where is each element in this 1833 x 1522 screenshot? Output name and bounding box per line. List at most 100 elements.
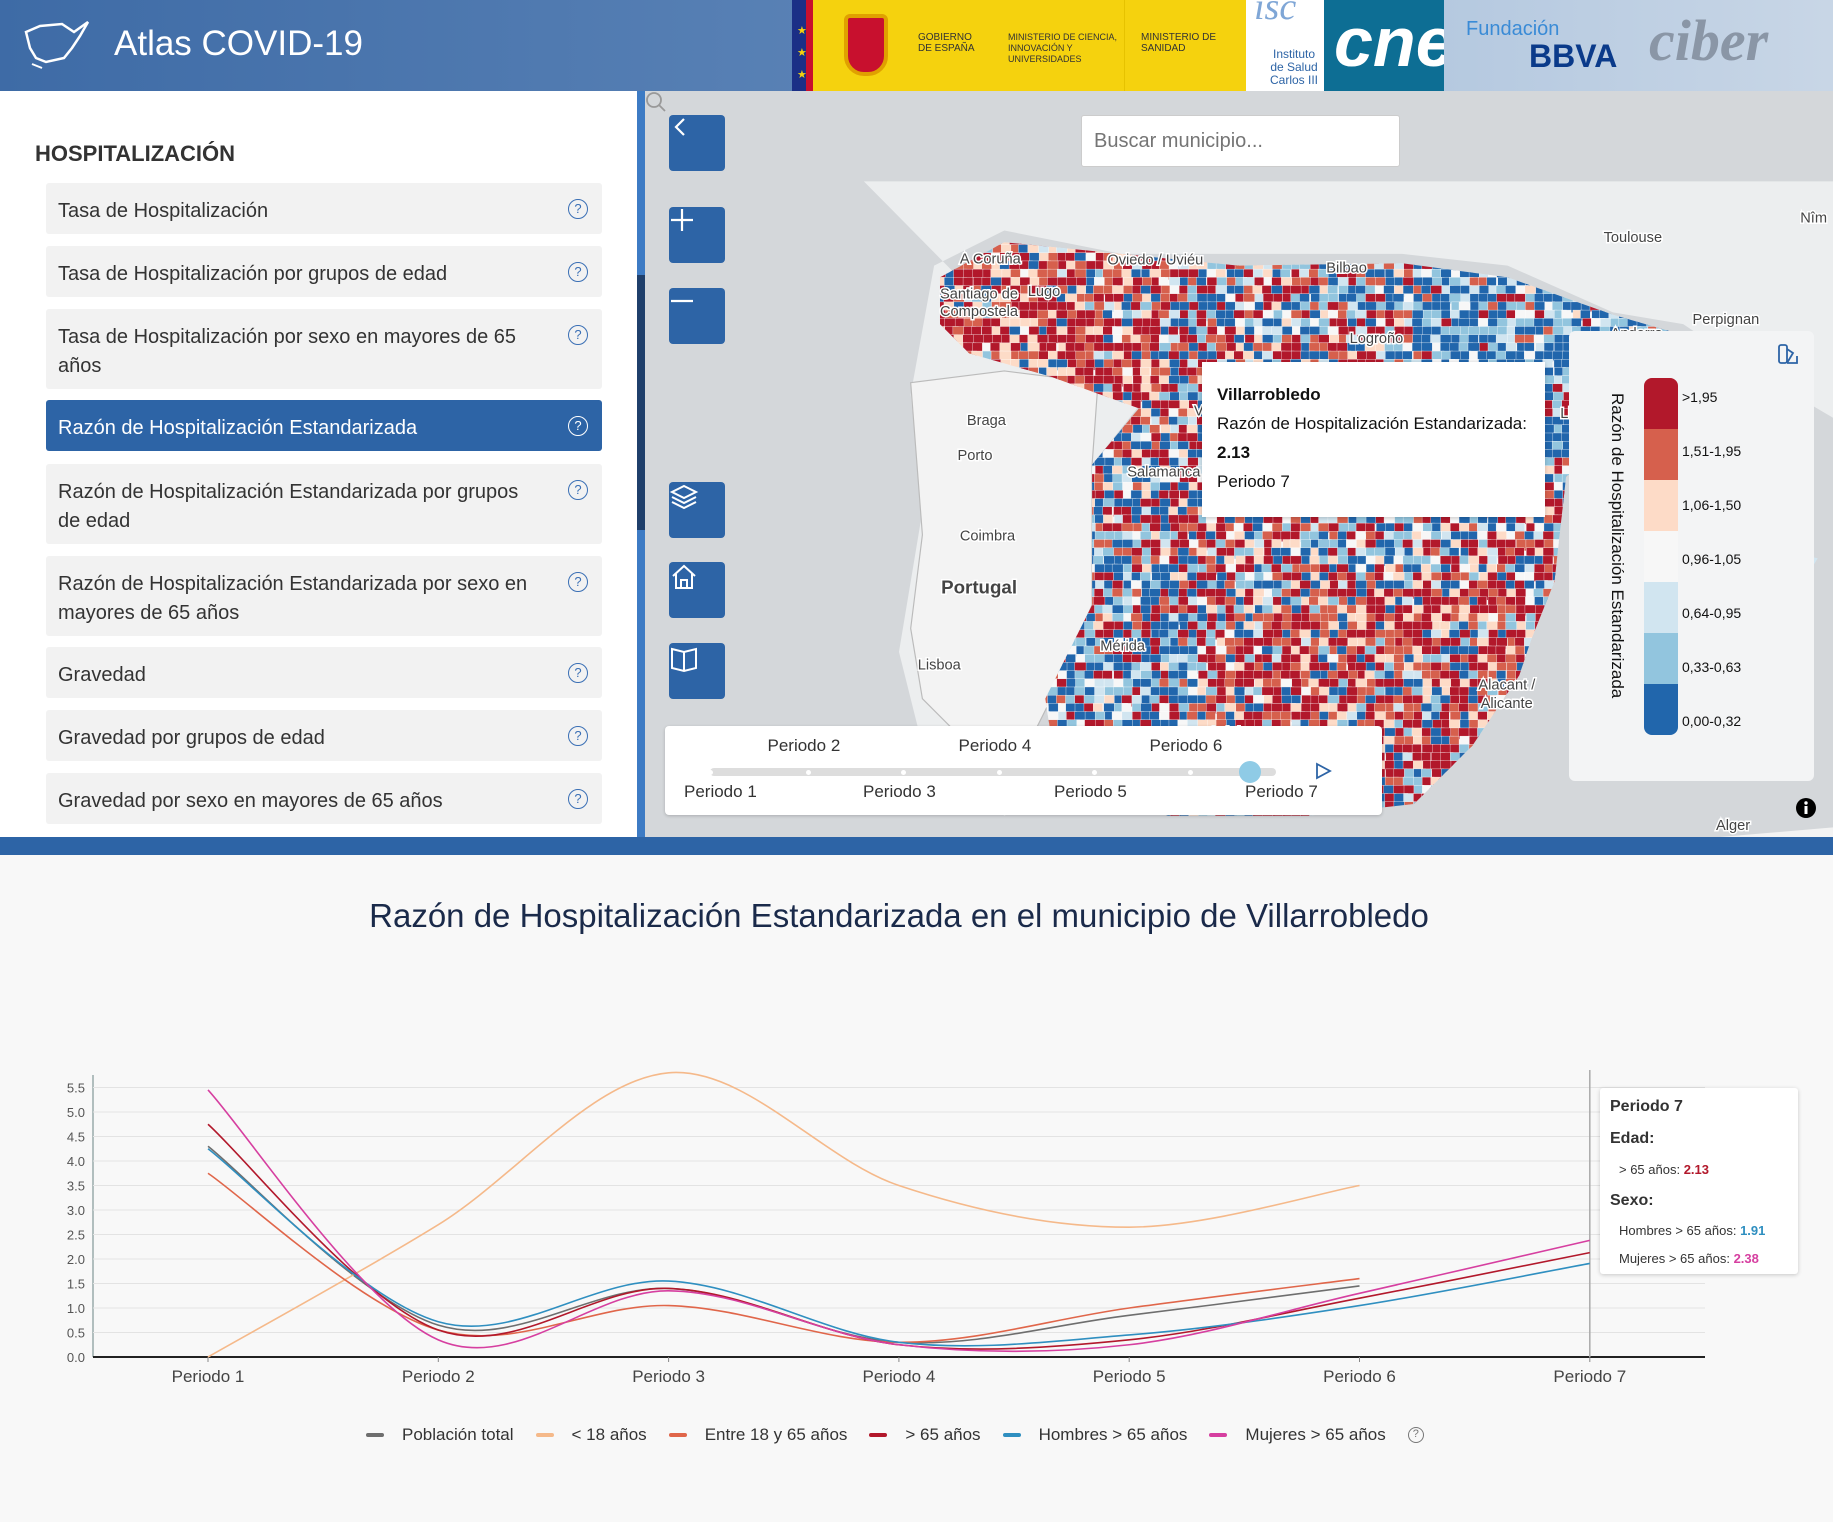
sidebar-item[interactable]: Tasa de Hospitalización? (46, 183, 602, 234)
play-icon[interactable] (1313, 761, 1333, 781)
section-divider (0, 837, 1833, 855)
legend-swatch (1644, 531, 1678, 582)
sidebar-item[interactable]: Tasa de Hospitalización por grupos de ed… (46, 246, 602, 297)
timeline-tick[interactable] (708, 770, 713, 775)
map-view[interactable]: A Coruña Santiago de Compostela Lugo Oviedo … (645, 91, 1833, 837)
help-icon[interactable]: ? (568, 726, 588, 746)
timeline-period-label[interactable]: Periodo 4 (958, 736, 1032, 755)
timeline-period-label[interactable]: Periodo 6 (1149, 736, 1223, 755)
sidebar-item[interactable]: Razón de Hospitalización Estandarizada p… (46, 464, 602, 544)
place-label: A Coruña (960, 251, 1022, 267)
period-timeline[interactable]: Periodo 1 Periodo 2 Periodo 3 Periodo 4 Peri… (665, 726, 1382, 815)
label: Hombres > 65 años: (1619, 1223, 1737, 1238)
y-tick-label: 2.0 (67, 1252, 85, 1267)
place-label: Oviedo / Uviéu (1107, 252, 1203, 268)
help-icon[interactable]: ? (568, 789, 588, 809)
x-tick-label: Periodo 2 (402, 1367, 475, 1386)
place-label: Compostela (940, 304, 1019, 320)
zoom-out-button[interactable] (669, 288, 725, 344)
zoom-in-button[interactable] (669, 207, 725, 263)
help-icon[interactable]: ? (568, 325, 588, 345)
legend-item[interactable]: < 18 años (535, 1425, 647, 1445)
place-label: Logroño (1350, 331, 1404, 347)
place-label: Salamanca (1127, 464, 1201, 480)
layers-button[interactable] (669, 482, 725, 538)
legend-swatch (535, 1433, 554, 1437)
legend-item[interactable]: Mujeres > 65 años (1209, 1425, 1386, 1445)
isciii-text: Instituto de Salud Carlos III (1269, 47, 1318, 87)
x-tick-label: Periodo 5 (1093, 1367, 1166, 1386)
help-icon[interactable]: ? (568, 262, 588, 282)
timeline-tick[interactable] (805, 770, 811, 775)
legend-swatch (1644, 429, 1678, 480)
sidebar-item[interactable]: Tasa de Hospitalización por sexo en mayo… (46, 309, 602, 389)
collapse-sidebar-button[interactable] (669, 115, 725, 171)
legend-swatch (1209, 1433, 1228, 1437)
timeline-track[interactable] (710, 768, 1276, 776)
timeline-tick[interactable] (901, 770, 906, 775)
timeline-period-label[interactable]: Periodo 1 (684, 782, 757, 801)
place-label: Alicante (1481, 696, 1533, 712)
coat-of-arms-icon (844, 14, 888, 76)
y-tick-label: 0.0 (67, 1350, 85, 1365)
timeline-period-label[interactable]: Periodo 2 (767, 736, 841, 755)
info-book-button[interactable] (669, 643, 725, 699)
cne-text: cne (1334, 3, 1455, 81)
x-tick-label: Periodo 4 (863, 1367, 936, 1386)
place-label: Lisboa (918, 657, 962, 673)
sidebar: HOSPITALIZACIÓN Tasa de Hospitalización?… (0, 91, 637, 837)
legend-item[interactable]: Entre 18 y 65 años (668, 1425, 847, 1445)
ciber-text: ciber (1649, 8, 1769, 73)
timeline-period-label[interactable]: Periodo 5 (1054, 782, 1127, 801)
palette-icon[interactable] (1777, 343, 1799, 365)
timeline-period-label[interactable]: Periodo 3 (863, 782, 936, 801)
sidebar-item[interactable]: Gravedad? (46, 647, 602, 698)
home-button[interactable] (669, 562, 725, 618)
legend-label: >1,95 (1682, 389, 1718, 405)
legend-swatch (1644, 378, 1678, 429)
help-icon[interactable]: ? (568, 480, 588, 500)
help-icon[interactable]: ? (568, 572, 588, 592)
series-line (207, 1071, 1360, 1358)
x-tick-label: Periodo 7 (1553, 1367, 1626, 1386)
sidebar-item[interactable]: Gravedad por sexo en mayores de 65 años? (46, 773, 602, 824)
timeline-tick[interactable] (1187, 770, 1193, 775)
sanidad-text: MINISTERIO DE SANIDAD (1141, 32, 1217, 54)
help-icon[interactable]: ? (568, 199, 588, 219)
timeline-slider-handle[interactable] (1239, 761, 1261, 783)
timeline-tick[interactable] (1092, 770, 1097, 775)
search-municipio-input[interactable] (1081, 115, 1400, 167)
timeline-tick[interactable] (996, 770, 1002, 775)
info-icon[interactable] (1795, 797, 1817, 819)
legend-item[interactable]: > 65 años (869, 1425, 981, 1445)
chart-tooltip: Periodo 7 Edad: > 65 años: 2.13 Sexo: Ho… (1600, 1088, 1798, 1274)
legend-item[interactable]: Población total (366, 1425, 514, 1445)
search-icon[interactable] (645, 91, 667, 113)
logo-isciii: isc Instituto de Salud Carlos III (1246, 0, 1324, 91)
home-icon (672, 564, 696, 589)
sidebar-scrollbar-thumb[interactable] (637, 275, 645, 530)
chart-tip-edad: Edad: (1610, 1130, 1655, 1147)
help-icon[interactable]: ? (568, 416, 588, 436)
section-title: HOSPITALIZACIÓN (35, 141, 236, 166)
chart-tip-m-row: Mujeres > 65 años: 2.38 (1619, 1251, 1759, 1266)
logo-gobierno: ★ ★ ★ GOBIERNO DE ESPAÑA MINISTERIO DE CIE… (792, 0, 1124, 91)
chart-tip-h-row: Hombres > 65 años: 1.91 (1619, 1223, 1765, 1238)
legend-swatch (366, 1433, 384, 1437)
legend-label: Hombres > 65 años (1038, 1425, 1188, 1444)
y-tick-label: 5.5 (67, 1081, 85, 1096)
legend-swatch (869, 1433, 888, 1437)
help-icon[interactable]: ? (568, 663, 588, 683)
timeline-period-label[interactable]: Periodo 7 (1245, 782, 1318, 801)
legend-item[interactable]: Hombres > 65 años (1002, 1425, 1188, 1445)
sidebar-item[interactable]: Razón de Hospitalización Estandarizada p… (46, 556, 602, 636)
y-tick-label: 0.5 (67, 1326, 85, 1341)
sidebar-item[interactable]: Gravedad por grupos de edad? (46, 710, 602, 761)
bbva-top-text: Fundación (1466, 18, 1560, 40)
y-tick-label: 3.5 (67, 1179, 85, 1194)
chart-tip-edad-row: > 65 años: 2.13 (1619, 1162, 1709, 1177)
help-icon[interactable]: ? (1407, 1427, 1424, 1443)
chart-tip-sexo: Sexo: (1610, 1192, 1654, 1209)
sidebar-item[interactable]: Razón de Hospitalización Estandarizada? (46, 400, 602, 451)
layers-icon (669, 484, 699, 510)
